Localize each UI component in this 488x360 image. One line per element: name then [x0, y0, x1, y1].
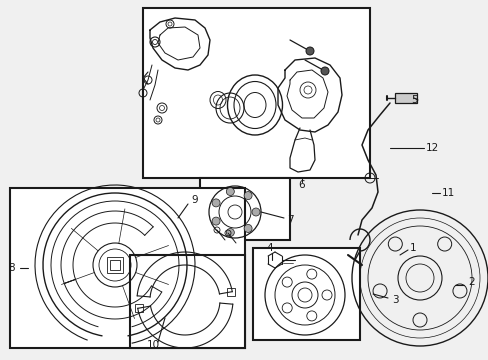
- Circle shape: [305, 47, 313, 55]
- Bar: [226, 288, 235, 296]
- Text: 8: 8: [9, 263, 15, 273]
- Bar: [394, 93, 416, 103]
- Bar: [252, 248, 359, 340]
- Text: 4: 4: [266, 243, 273, 253]
- Bar: [10, 188, 244, 348]
- Text: 12: 12: [425, 143, 438, 153]
- Circle shape: [226, 188, 234, 195]
- Text: 11: 11: [441, 188, 454, 198]
- Bar: [107, 257, 123, 273]
- Circle shape: [212, 199, 220, 207]
- Circle shape: [244, 224, 252, 233]
- Bar: [142, 8, 369, 178]
- Text: 1: 1: [409, 243, 415, 253]
- Text: 10: 10: [146, 340, 159, 350]
- Text: 9: 9: [191, 195, 198, 205]
- Circle shape: [244, 192, 252, 199]
- Circle shape: [212, 217, 220, 225]
- Circle shape: [226, 229, 234, 237]
- Bar: [110, 260, 120, 270]
- Bar: [135, 304, 142, 312]
- Bar: [200, 178, 289, 240]
- Circle shape: [251, 208, 260, 216]
- Text: 6: 6: [298, 180, 305, 190]
- Text: 2: 2: [468, 277, 474, 287]
- Text: 5: 5: [411, 95, 417, 105]
- Text: 7: 7: [286, 215, 293, 225]
- Bar: [130, 255, 244, 348]
- Circle shape: [320, 67, 328, 75]
- Text: 3: 3: [391, 295, 398, 305]
